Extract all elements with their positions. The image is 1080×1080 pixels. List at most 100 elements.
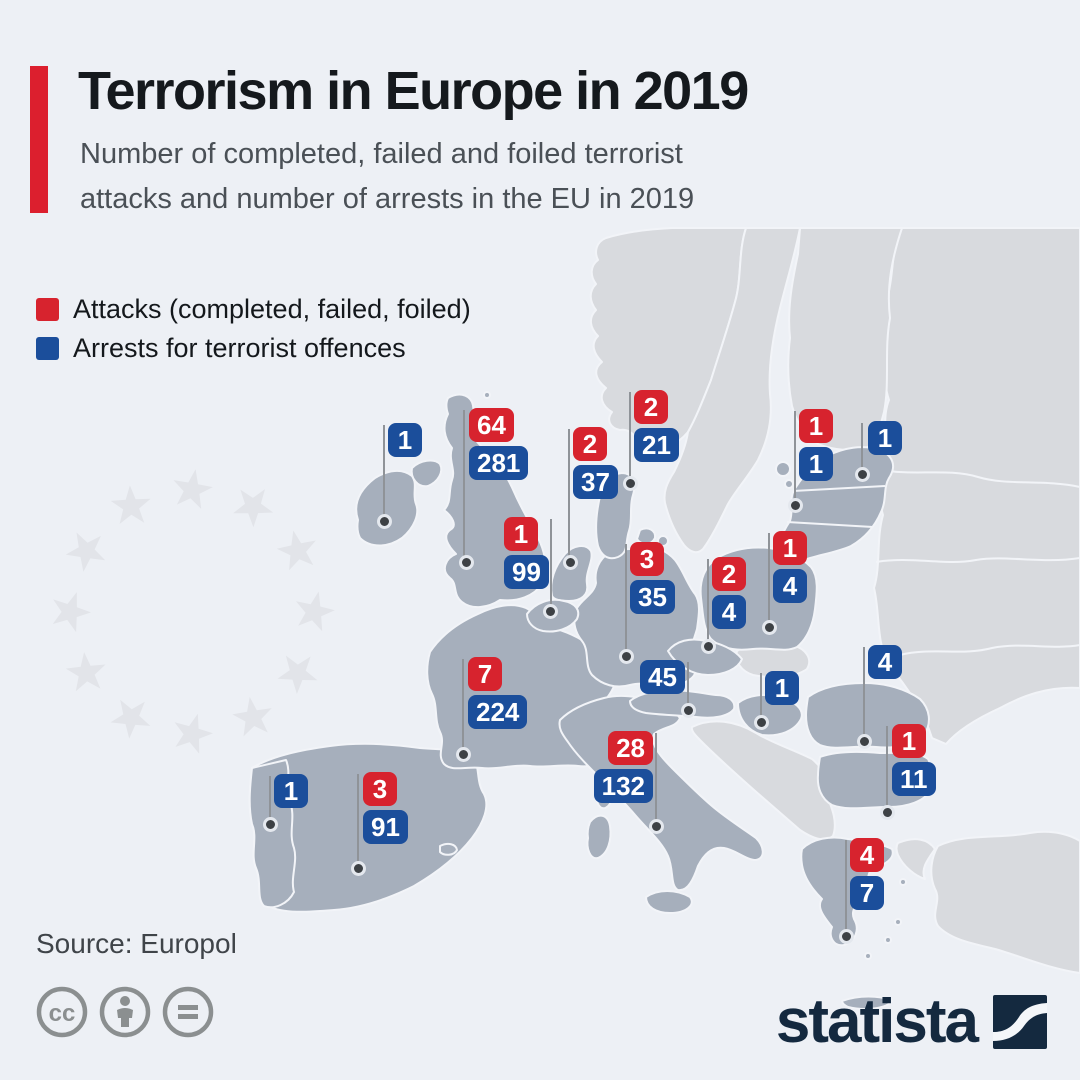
marker-line-ireland <box>383 425 385 519</box>
marker-dot-romania <box>857 734 872 749</box>
no-derivatives-icon <box>162 986 214 1038</box>
country-marker-romania: 4 <box>868 645 902 679</box>
country-marker-germany: 3 35 <box>630 542 675 614</box>
map-ireland <box>355 470 419 547</box>
country-marker-denmark: 2 21 <box>634 390 679 462</box>
attacks-badge-poland: 1 <box>773 531 807 565</box>
marker-dot-spain <box>351 861 366 876</box>
marker-line-denmark <box>629 392 631 481</box>
svg-text:cc: cc <box>49 1000 76 1027</box>
attacks-badge-latvia: 1 <box>799 409 833 443</box>
map-sweden <box>663 227 801 554</box>
marker-dot-ireland <box>377 514 392 529</box>
marker-dot-latvia <box>788 498 803 513</box>
country-marker-spain: 3 91 <box>363 772 408 844</box>
arrests-badge-bulgaria: 11 <box>892 762 936 796</box>
attacks-badge-italy: 28 <box>608 731 653 765</box>
marker-dot-united-kingdom <box>459 555 474 570</box>
marker-line-germany <box>625 544 627 654</box>
map-crete <box>841 995 893 1010</box>
marker-line-united-kingdom <box>463 410 465 560</box>
eu-stars-decoration <box>52 469 335 754</box>
legend: Attacks (completed, failed, foiled) Arre… <box>36 292 471 370</box>
source-label: Source: Europol <box>36 928 237 959</box>
country-marker-ireland: 1 <box>388 423 422 457</box>
attribution-icon <box>99 986 151 1038</box>
map-great-britain <box>443 393 547 608</box>
arrests-badge-netherlands: 37 <box>573 465 618 499</box>
marker-line-romania <box>863 647 865 739</box>
marker-dot-poland <box>762 620 777 635</box>
country-marker-italy: 28 132 <box>593 731 653 803</box>
marker-dot-hungary <box>754 715 769 730</box>
marker-line-bulgaria <box>886 726 888 810</box>
marker-line-france <box>462 659 464 752</box>
arrests-badge-estonia: 1 <box>868 421 902 455</box>
map-czechia <box>667 638 743 676</box>
arrests-badge-hungary: 1 <box>765 671 799 705</box>
arrests-badge-italy: 132 <box>593 769 653 803</box>
page-subtitle: Number of completed, failed and foiled t… <box>80 138 695 215</box>
license-icons: cc <box>36 986 214 1038</box>
arrests-legend-label: Arrests for terrorist offences <box>73 332 406 363</box>
marker-dot-france <box>456 747 471 762</box>
statista-logo-text: statista <box>775 987 979 1056</box>
legend-row-attacks: Attacks (completed, failed, foiled) <box>36 292 471 326</box>
map-sicily <box>645 890 693 914</box>
arrests-badge-denmark: 21 <box>634 428 679 462</box>
attacks-badge-spain: 3 <box>363 772 397 806</box>
arrests-badge-poland: 4 <box>773 569 807 603</box>
arrests-badge-spain: 91 <box>363 810 408 844</box>
marker-line-austria <box>687 662 689 708</box>
arrests-badge-latvia: 1 <box>799 447 833 481</box>
map-sardinia <box>586 814 612 860</box>
marker-dot-bulgaria <box>880 805 895 820</box>
map-turkey-thrace <box>895 838 936 880</box>
statista-branding: statista <box>776 986 1047 1057</box>
marker-line-netherlands <box>568 429 570 560</box>
statista-logo-icon <box>993 994 1047 1049</box>
attacks-legend-label: Attacks (completed, failed, foiled) <box>73 293 471 324</box>
attacks-badge-france: 7 <box>468 657 502 691</box>
map-northern-ireland <box>410 459 443 488</box>
country-marker-united-kingdom: 64 281 <box>469 408 529 480</box>
legend-row-arrests: Arrests for terrorist offences <box>36 331 471 365</box>
attacks-swatch-icon <box>36 297 59 321</box>
marker-dot-austria <box>681 703 696 718</box>
marker-line-hungary <box>760 673 762 720</box>
arrests-badge-germany: 35 <box>630 580 675 614</box>
marker-line-poland <box>768 533 770 625</box>
marker-line-italy <box>655 733 657 824</box>
country-marker-bulgaria: 1 11 <box>892 724 936 796</box>
attacks-badge-united-kingdom: 64 <box>469 408 514 442</box>
marker-line-latvia <box>794 411 796 503</box>
marker-line-estonia <box>861 423 863 472</box>
arrests-badge-romania: 4 <box>868 645 902 679</box>
arrests-badge-united-kingdom: 281 <box>469 446 529 480</box>
title-accent-bar <box>30 66 48 213</box>
attacks-badge-greece: 4 <box>850 838 884 872</box>
page-title: Terrorism in Europe in 2019 <box>78 61 749 121</box>
country-marker-netherlands: 2 37 <box>573 427 618 499</box>
marker-line-belgium <box>550 519 552 609</box>
marker-dot-italy <box>649 819 664 834</box>
marker-dot-germany <box>619 649 634 664</box>
marker-dot-belgium <box>543 604 558 619</box>
arrests-badge-belgium: 99 <box>504 555 549 589</box>
marker-line-spain <box>357 774 359 866</box>
map-turkey <box>930 830 1080 974</box>
map-danish-islands <box>636 527 657 545</box>
cc-icon: cc <box>36 986 88 1038</box>
arrests-badge-ireland: 1 <box>388 423 422 457</box>
arrests-badge-greece: 7 <box>850 876 884 910</box>
marker-line-czechia <box>707 559 709 644</box>
country-marker-austria: 45 <box>640 660 685 694</box>
marker-line-greece <box>845 840 847 934</box>
marker-line-portugal <box>269 776 271 822</box>
attacks-badge-denmark: 2 <box>634 390 668 424</box>
country-marker-france: 7 224 <box>468 657 528 729</box>
